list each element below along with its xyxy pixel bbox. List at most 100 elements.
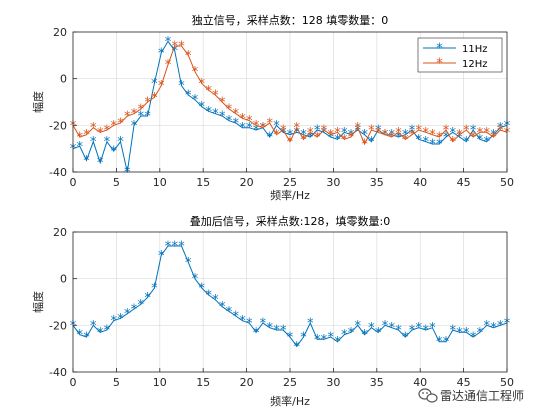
plot-1-point-12hz: * (456, 128, 463, 143)
plot-2-point-signal: * (110, 314, 117, 329)
plot-2-point-signal: * (205, 289, 212, 304)
plot-1-point-11hz: * (300, 128, 307, 143)
plot-1-point-12hz: * (416, 124, 423, 139)
plot-1-xtick-label: 20 (240, 176, 254, 189)
plot-2-point-signal: * (219, 300, 226, 315)
plot-1-ytick-label: 20 (53, 26, 67, 39)
plot-1-point-11hz: * (178, 79, 185, 94)
plot-1-xtick-label: 10 (153, 176, 167, 189)
plot-1-ticks: 0 5 10 15 20 25 30 35 40 45 50 20 0 -20 -40 (49, 26, 514, 189)
plot-2-point-signal: * (131, 303, 138, 318)
plot-1-point-12hz: * (131, 107, 138, 122)
watermark: 雷达通信工程师 (418, 388, 524, 403)
plot-1-point-12hz: * (341, 133, 348, 148)
plot-2-point-signal: * (490, 321, 497, 336)
plot-1-ytick-label: -40 (49, 166, 67, 179)
plot-1-ytick-label: -20 (49, 119, 67, 132)
plot-1-point-12hz: * (490, 131, 497, 146)
plot-1-point-12hz: * (212, 89, 219, 104)
plot-2-point-signal: * (361, 328, 368, 343)
plot-2-xtick-label: 0 (70, 376, 77, 389)
plot-2-point-signal: * (273, 324, 280, 339)
plot-1-xtick-label: 30 (326, 176, 340, 189)
plot-1-series-line-12hz (72, 45, 508, 146)
plot-2-title: 叠加后信号，采样点数:128，填零数量:0 (190, 214, 390, 228)
plot-2-xtick-label: 50 (500, 376, 514, 389)
plot-2-xtick-label: 40 (413, 376, 427, 389)
plot-1-point-11hz: * (443, 131, 450, 146)
plot-1-point-11hz: * (124, 166, 131, 181)
plot-1-point-12hz: * (483, 126, 490, 141)
plot-1-point-11hz: * (429, 138, 436, 153)
plot-2-xtick-label: 30 (326, 376, 340, 389)
plot-1-point-12hz: * (314, 131, 321, 146)
plot-2-point-signal: * (409, 324, 416, 339)
plot-1-legend: * 11Hz * 12Hz (417, 37, 503, 73)
plot-1-point-11hz: * (456, 131, 463, 146)
plot-2-point-signal: * (280, 324, 287, 339)
plot-2-ticks: 0 5 10 15 20 25 30 35 40 45 50 20 0 -20 -40 (49, 226, 514, 389)
plot-1-xtick-label: 15 (196, 176, 210, 189)
plot-1-point-11hz: * (348, 128, 355, 143)
plot-2-point-signal: * (260, 317, 267, 332)
plot-2-point-signal: * (287, 331, 294, 346)
plot-2-point-signal: * (178, 240, 185, 255)
plot-2-ylabel: 幅度 (31, 291, 45, 313)
plot-1-point-11hz: * (144, 110, 151, 125)
plot-2-xtick-label: 35 (370, 376, 384, 389)
plot-1-point-11hz: * (138, 110, 145, 125)
legend-marker-12hz: * (436, 57, 443, 72)
plot-2-point-signal: * (165, 240, 172, 255)
plot-1-point-12hz: * (171, 40, 178, 55)
plot-1-ytick-label: 0 (60, 73, 67, 86)
plot-1-point-11hz: * (477, 133, 484, 148)
plot-2-point-signal: * (348, 326, 355, 341)
plot-1-point-11hz: * (185, 89, 192, 104)
plot-1-point-12hz: * (409, 128, 416, 143)
plot-1-point-12hz: * (124, 110, 131, 125)
plot-2-xtick-label: 45 (457, 376, 471, 389)
plot-2-point-signal: * (300, 331, 307, 346)
plot-1-point-11hz: * (266, 131, 273, 146)
plot-2-point-signal: * (239, 314, 246, 329)
plot-1-point-12hz: * (334, 126, 341, 141)
plot-2-ytick-label: -40 (49, 366, 67, 379)
plot-2-point-signal: * (144, 291, 151, 306)
plot-1-xtick-label: 45 (457, 176, 471, 189)
plot-1-point-11hz: * (226, 114, 233, 129)
plot-1-point-12hz: * (402, 133, 409, 148)
plot-1-point-12hz: * (470, 131, 477, 146)
plot-1-point-11hz: * (151, 77, 158, 92)
plot-2-point-signal: * (321, 333, 328, 348)
plot-1-point-12hz: * (429, 128, 436, 143)
plot-2-ytick-label: -20 (49, 319, 67, 332)
plot-1-xtick-label: 0 (70, 176, 77, 189)
plot-1-point-11hz: * (307, 131, 314, 146)
plot-1-point-11hz: * (361, 128, 368, 143)
plot-1-point-12hz: * (77, 131, 84, 146)
plot-2-point-signal: * (416, 321, 423, 336)
plot-2-xtick-label: 10 (153, 376, 167, 389)
plot-1-point-12hz: * (138, 103, 145, 118)
plot-1-point-11hz: * (321, 126, 328, 141)
plot-1-point-11hz: * (327, 131, 334, 146)
plot-1-point-12hz: * (192, 65, 199, 80)
plot-2-point-signal: * (443, 335, 450, 350)
plot-1-point-12hz: * (300, 133, 307, 148)
plot-1-point-11hz: * (158, 47, 165, 62)
plot-2-point-signal: * (124, 307, 131, 322)
legend-label-11hz: 11Hz (462, 44, 488, 55)
plot-2-ytick-label: 20 (53, 226, 67, 239)
plot-1-point-12hz: * (246, 114, 253, 129)
plot-1-point-12hz: * (178, 40, 185, 55)
plot-1-point-11hz: * (490, 128, 497, 143)
plot-2-point-signal: * (450, 324, 457, 339)
plot-2-xtick-label: 15 (196, 376, 210, 389)
plot-1-point-11hz: * (368, 135, 375, 150)
plot-1-point-11hz: * (450, 126, 457, 141)
wechat-icon (418, 388, 438, 403)
plot-2-xlabel: 频率/Hz (270, 394, 310, 408)
plot-1-point-12hz: * (280, 124, 287, 139)
plot-2-point-signal: * (171, 240, 178, 255)
plot-2-point-signal: * (341, 328, 348, 343)
